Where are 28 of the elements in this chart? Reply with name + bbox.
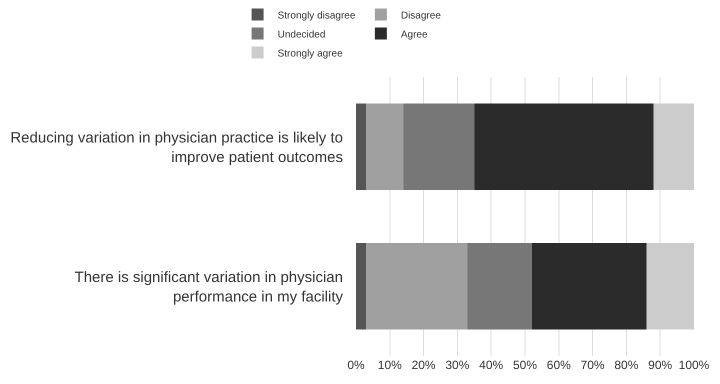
bar bbox=[532, 243, 647, 330]
bar bbox=[366, 243, 468, 330]
bar bbox=[474, 104, 654, 190]
bar bbox=[366, 104, 404, 190]
x-tick-label: 20% bbox=[412, 358, 436, 372]
bar bbox=[403, 104, 474, 190]
x-tick-label: 0% bbox=[347, 358, 365, 372]
bar bbox=[356, 243, 366, 330]
y-tick-label: Reducing variation in physician practice is likely to improve patient outcomes bbox=[10, 129, 343, 166]
legend-label: Agree bbox=[400, 29, 428, 40]
legend-label: Strongly agree bbox=[278, 48, 344, 60]
bar bbox=[468, 243, 532, 330]
legend-label: Strongly disagree bbox=[278, 10, 356, 22]
x-tick-label: 80% bbox=[614, 358, 639, 372]
y-tick-label: There is significant variation in physician performance in my facility bbox=[74, 268, 344, 306]
bar bbox=[356, 104, 366, 190]
x-tick-label: 100% bbox=[678, 358, 710, 372]
x-tick-label: 40% bbox=[479, 358, 504, 372]
bar bbox=[646, 243, 694, 330]
bar bbox=[653, 104, 694, 190]
x-tick-label: 70% bbox=[580, 358, 605, 372]
legend-label: Undecided bbox=[278, 29, 326, 40]
x-tick-label: 50% bbox=[512, 358, 538, 372]
x-tick-label: 30% bbox=[445, 358, 470, 372]
legend-label: Disagree bbox=[400, 10, 442, 22]
x-tick-label: 90% bbox=[648, 358, 673, 372]
x-tick-label: 60% bbox=[546, 358, 572, 372]
x-tick-label: 10% bbox=[378, 358, 402, 372]
